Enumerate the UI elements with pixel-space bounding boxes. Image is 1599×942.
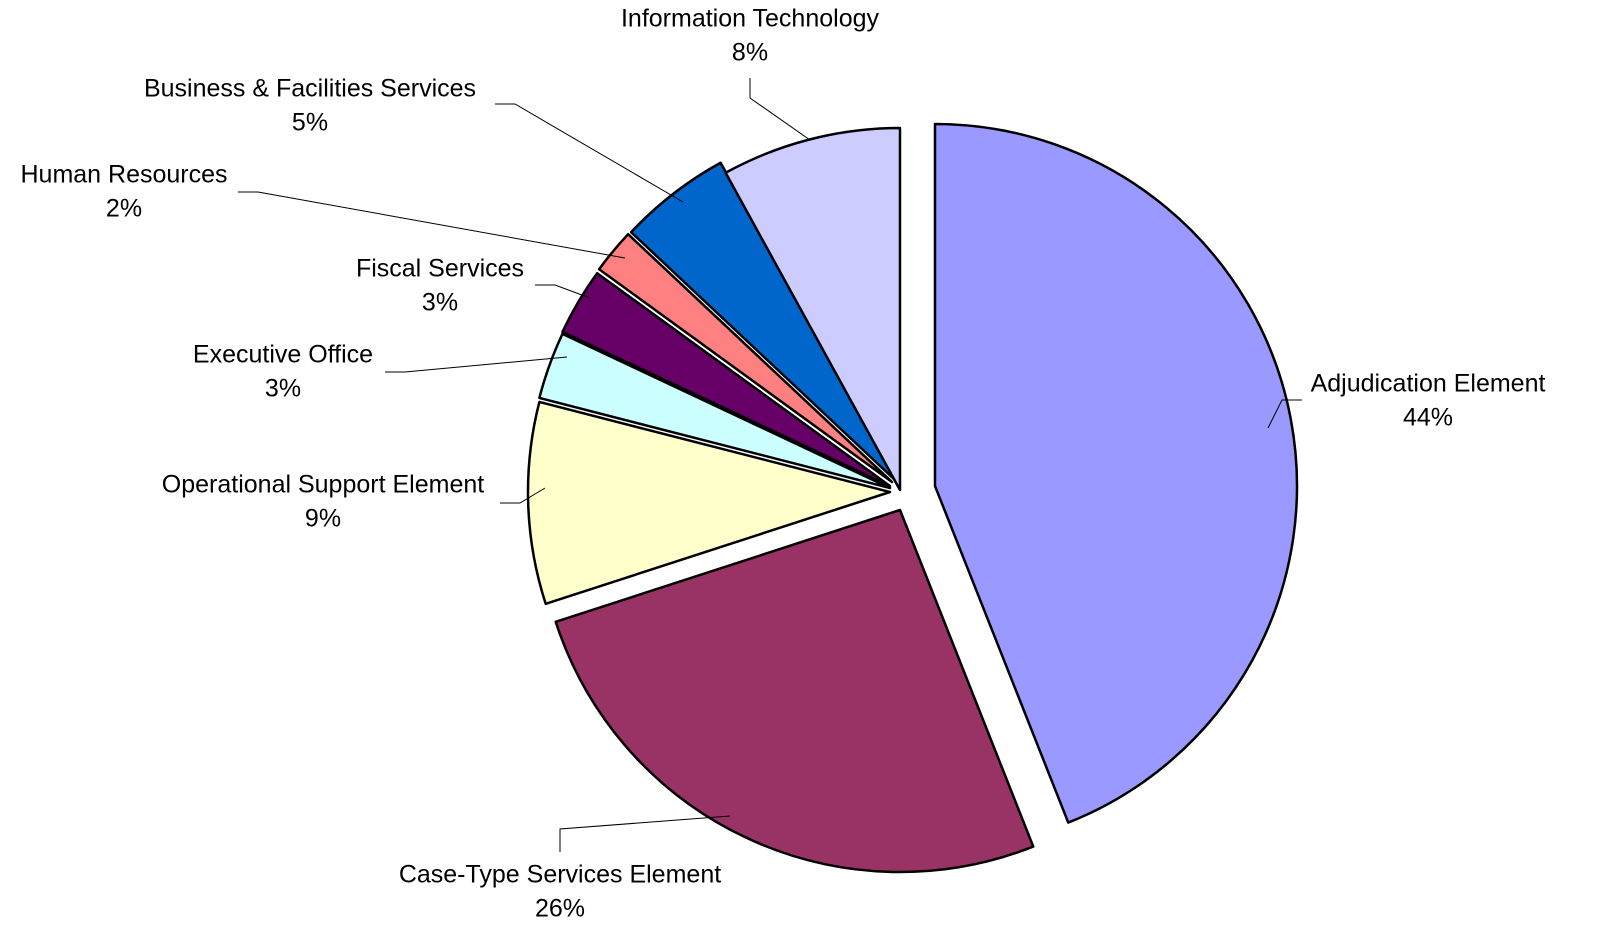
slice-percent-adjudication-element: 44%	[1403, 404, 1453, 432]
slice-percent-human-resources: 2%	[106, 195, 142, 223]
leader-line-fiscal-services	[535, 284, 591, 299]
labels-layer: Adjudication Element 44% Case-Type Service…	[20, 5, 1545, 923]
slice-percent-fiscal-services: 3%	[422, 289, 458, 317]
slice-percent-business-and-facilities-services: 5%	[292, 109, 328, 137]
slice-percent-operational-support-element: 9%	[305, 505, 341, 533]
leader-line-human-resources	[238, 191, 626, 259]
leader-line-business-and-facilities-services	[495, 103, 684, 203]
slice-label-adjudication-element: Adjudication Element	[1311, 370, 1546, 398]
pie-slice-human-resources	[597, 232, 894, 484]
pie-slice-operational-support-element	[526, 400, 892, 606]
slice-label-information-technology: Information Technology	[621, 5, 880, 33]
pie-slice-business-and-facilities-services	[629, 161, 897, 482]
slice-percent-information-technology: 8%	[732, 39, 768, 67]
leader-line-information-technology	[749, 78, 811, 141]
slice-percent-case-type-services-element: 26%	[535, 895, 585, 923]
slice-label-fiscal-services: Fiscal Services	[356, 255, 524, 283]
pie-slice-case-type-services-element	[554, 508, 1035, 874]
slice-label-executive-office: Executive Office	[193, 341, 373, 369]
leader-line-case-type-services-element	[559, 815, 731, 852]
pie-slice-adjudication-element	[933, 122, 1299, 824]
leader-line-operational-support-element	[500, 487, 546, 504]
slice-label-business-and-facilities-services: Business & Facilities Services	[144, 75, 476, 103]
slice-percent-executive-office: 3%	[265, 375, 301, 403]
pie-slice-executive-office	[538, 332, 892, 490]
leader-line-adjudication-element	[1267, 399, 1302, 429]
pie-slice-fiscal-services	[561, 271, 892, 488]
slices-layer	[526, 122, 1299, 874]
slice-label-case-type-services-element: Case-Type Services Element	[399, 861, 721, 889]
slice-label-human-resources: Human Resources	[20, 161, 227, 189]
leader-line-executive-office	[385, 356, 568, 373]
slice-label-operational-support-element: Operational Support Element	[162, 471, 484, 499]
leader-lines-layer	[238, 78, 1302, 852]
